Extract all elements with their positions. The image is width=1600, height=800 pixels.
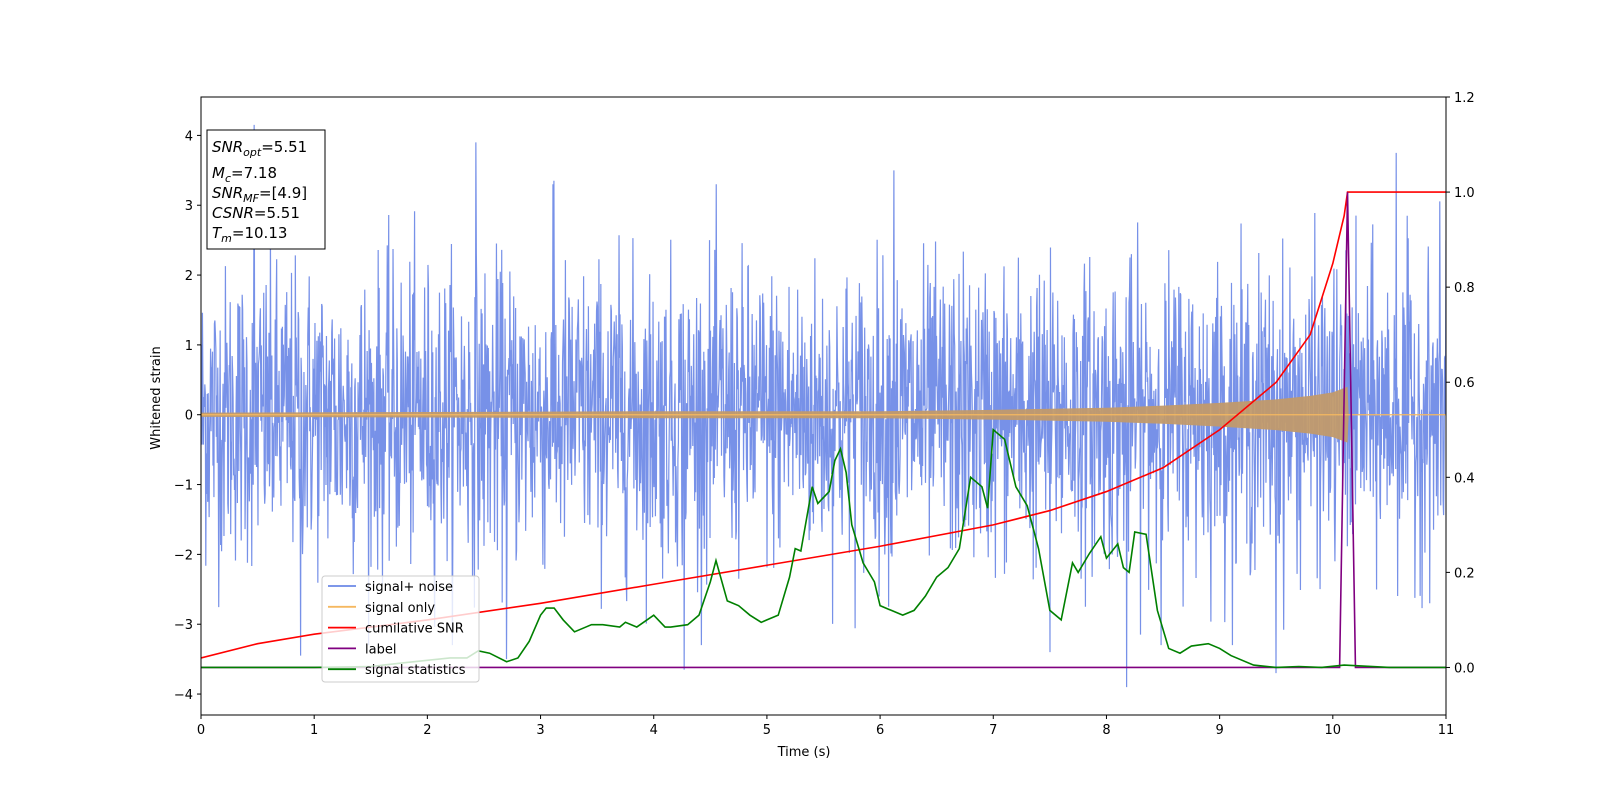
y2-tick-label: 1.2 (1454, 91, 1475, 106)
legend-entry-label: signal statistics (365, 663, 466, 678)
y2-tick-label: 0.4 (1454, 471, 1475, 486)
y-tick-label: 0 (185, 409, 193, 424)
x-tick-label: 1 (310, 723, 318, 738)
legend-entry-label: signal+ noise (365, 580, 453, 595)
legend-entry-label: cumilative SNR (365, 622, 464, 637)
info-tm: Tm=10.13 (212, 224, 287, 245)
x-tick-label: 5 (763, 723, 771, 738)
x-tick-label: 7 (989, 723, 997, 738)
y-tick-label: 4 (185, 129, 193, 144)
signal-noise-line (201, 124, 1446, 688)
info-box-frame (206, 129, 326, 250)
y-tick-label: −4 (174, 688, 193, 703)
legend: signal+ noise signal only cumilative SNR la… (321, 575, 480, 683)
signal-statistics-line (201, 428, 1446, 669)
x-tick-label: 0 (197, 723, 205, 738)
y2-tick-label: 0.2 (1454, 566, 1475, 581)
x-tick-label: 3 (536, 723, 544, 738)
y-tick-label: 3 (185, 199, 193, 214)
y-axis-label: Whitened strain (149, 346, 164, 449)
y2-tick-label: 1.0 (1454, 186, 1475, 201)
y2-tick-label: 0.0 (1454, 661, 1475, 676)
y2-tick-label: 0.8 (1454, 281, 1475, 296)
legend-entry-label: signal only (365, 601, 435, 616)
legend-frame (321, 575, 480, 683)
y-tick-label: −1 (174, 479, 193, 494)
x-tick-label: 4 (650, 723, 658, 738)
x-axis-label: Time (s) (777, 745, 831, 760)
y2-tick-label: 0.6 (1454, 376, 1475, 391)
x-tick-label: 6 (876, 723, 884, 738)
y-tick-label: 1 (185, 339, 193, 354)
legend-entry-label: label (365, 642, 396, 657)
y-tick-label: −3 (174, 618, 193, 633)
plot-frame (200, 96, 1447, 716)
info-snr-opt: SNRopt=5.51 (212, 138, 307, 159)
y-tick-label: 2 (185, 269, 193, 284)
x-tick-label: 10 (1325, 723, 1342, 738)
x-tick-label: 9 (1215, 723, 1223, 738)
y-tick-label: −2 (174, 548, 193, 563)
x-tick-label: 11 (1438, 723, 1455, 738)
x-tick-label: 2 (423, 723, 431, 738)
info-csnr: CSNR=5.51 (212, 204, 300, 222)
x-tick-label: 8 (1102, 723, 1110, 738)
axes: 0 1 2 3 4 5 6 7 8 9 10 11 −4 −3 −2 −1 0 1 2 3 4 0.0 0.2 0.4 0.6 0… (174, 91, 1475, 738)
info-mc: Mc=7.18 (212, 164, 277, 185)
info-snr-mf: SNRMF=[4.9] (212, 184, 307, 205)
